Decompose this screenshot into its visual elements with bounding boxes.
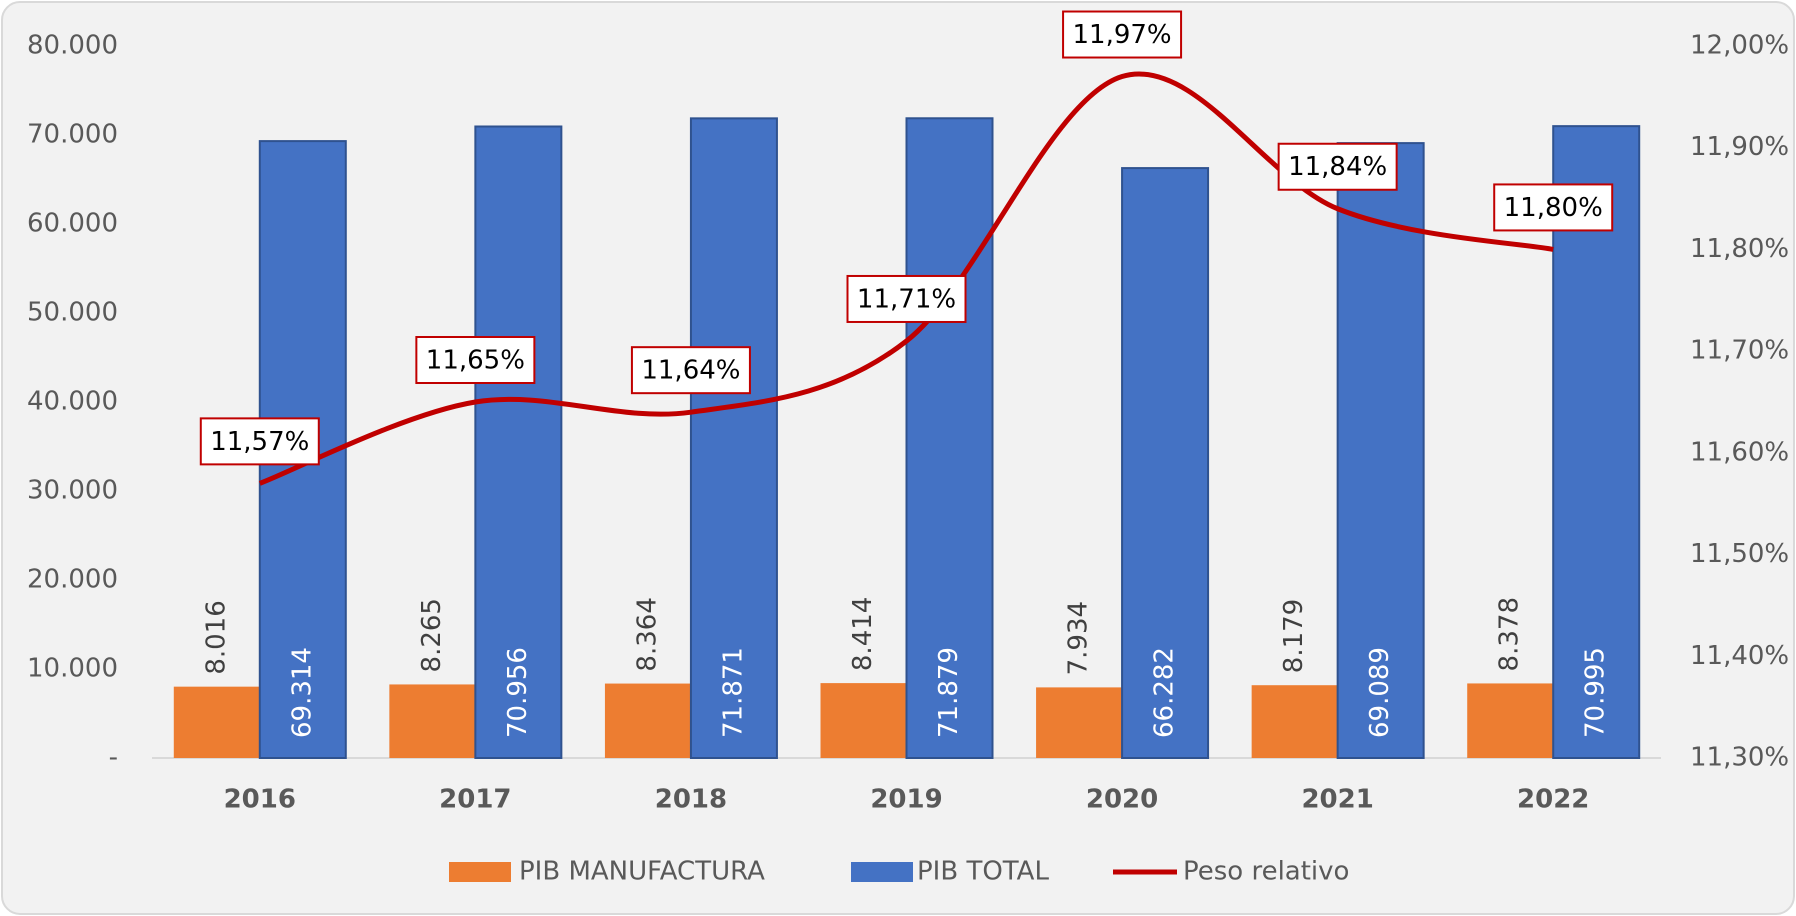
line-value-text: 11,57% [210, 427, 309, 457]
line-value-label: 11,71% [846, 274, 967, 323]
bar-value-label: 66.282 [1150, 647, 1180, 738]
y2-tick-label: 11,90% [1690, 132, 1789, 162]
bar-value-label: 8.179 [1279, 599, 1309, 673]
line-value-text: 11,71% [857, 284, 956, 314]
x-tick-label: 2022 [1517, 785, 1589, 815]
bar-value-label: 71.871 [718, 647, 748, 738]
bar-value-label: 69.089 [1365, 647, 1395, 738]
line-value-label: 11,64% [630, 346, 751, 395]
y2-tick-label: 11,60% [1690, 437, 1789, 467]
label-box [1062, 10, 1183, 59]
legend-label: Peso relativo [1183, 857, 1349, 887]
bar [1467, 683, 1554, 758]
line-value-text: 11,80% [1504, 193, 1603, 223]
bar [389, 684, 476, 758]
bar-value-label: 70.995 [1581, 647, 1611, 738]
y-tick-label: 40.000 [27, 387, 118, 417]
y-tick-label: 10.000 [27, 654, 118, 684]
legend-swatch [851, 862, 913, 882]
bar [1121, 167, 1210, 759]
line-value-text: 11,84% [1288, 152, 1387, 182]
line-value-text: 11,65% [426, 346, 525, 376]
bar [604, 683, 691, 758]
y2-tick-label: 11,70% [1690, 336, 1789, 366]
bar-value-label: 71.879 [934, 647, 964, 738]
x-tick-label: 2018 [655, 785, 727, 815]
x-tick-label: 2017 [439, 785, 511, 815]
bar [1251, 685, 1338, 758]
label-box [199, 417, 320, 466]
legend-swatch [449, 862, 511, 882]
bar [474, 125, 563, 760]
y2-tick-label: 11,80% [1690, 234, 1789, 264]
label-box [1493, 183, 1614, 232]
line-value-text: 11,64% [641, 356, 740, 386]
line-value-text: 11,97% [1073, 20, 1172, 50]
y-tick-label: 30.000 [27, 476, 118, 506]
bar-value-label: 7.934 [1064, 601, 1094, 675]
x-tick-label: 2016 [224, 785, 296, 815]
y-tick-label: 80.000 [27, 31, 118, 61]
x-tick-label: 2020 [1086, 785, 1158, 815]
bar-value-label: 8.414 [848, 597, 878, 671]
y2-tick-label: 11,40% [1690, 641, 1789, 671]
legend-label: PIB MANUFACTURA [519, 857, 765, 887]
line-value-label: 11,80% [1493, 183, 1614, 232]
bar-value-label: 69.314 [287, 647, 317, 738]
line-value-label: 11,84% [1277, 142, 1398, 191]
bar-value-label: 8.364 [632, 597, 662, 671]
y-tick-label: 50.000 [27, 298, 118, 328]
bar-value-label: 8.378 [1495, 597, 1525, 671]
bar-value-label: 8.016 [201, 600, 231, 674]
x-tick-label: 2021 [1301, 785, 1373, 815]
line-value-label: 11,97% [1062, 10, 1183, 59]
bar [820, 683, 907, 758]
y2-tick-label: 11,50% [1690, 539, 1789, 569]
bar-value-label: 70.956 [503, 647, 533, 738]
y-tick-label: 60.000 [27, 209, 118, 239]
y-tick-label: 70.000 [27, 120, 118, 150]
y-tick-label: - [109, 743, 118, 773]
label-box [846, 274, 967, 323]
bar [1036, 687, 1123, 758]
y-tick-label: 20.000 [27, 565, 118, 595]
label-box [630, 346, 751, 395]
x-tick-label: 2019 [870, 785, 942, 815]
line-value-label: 11,65% [415, 336, 536, 384]
bar [1336, 142, 1425, 759]
bar-value-label: 8.265 [417, 598, 447, 672]
bar [689, 117, 778, 760]
bar [1552, 125, 1641, 760]
bar [173, 686, 260, 758]
label-box [415, 336, 536, 384]
y2-tick-label: 11,30% [1690, 743, 1789, 773]
bar [905, 117, 994, 759]
y2-tick-label: 12,00% [1690, 31, 1789, 61]
line-value-label: 11,57% [199, 417, 320, 466]
legend-label: PIB TOTAL [917, 857, 1049, 887]
label-box [1277, 142, 1398, 191]
